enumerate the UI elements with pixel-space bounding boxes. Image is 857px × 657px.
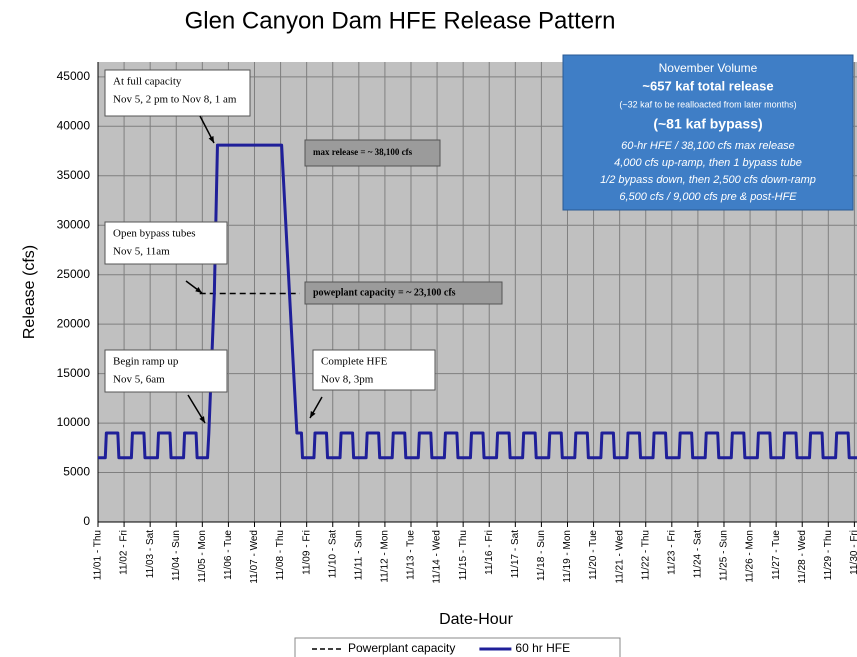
info-text: (~32 kaf to be realloacted from later mo… [619,99,796,109]
annotation-text: max release = ~ 38,100 cfs [313,147,413,157]
x-tick-label: 11/13 - Tue [406,530,417,580]
annotation-text: Nov 8, 3pm [321,374,374,386]
x-tick-label: 11/16 - Fri [484,530,495,575]
y-tick-label: 45000 [57,69,91,83]
y-tick-label: 25000 [57,267,91,281]
x-tick-label: 11/07 - Wed [249,530,260,584]
annotation-box [104,221,228,265]
x-tick-label: 11/06 - Tue [223,530,234,580]
x-tick-label: 11/24 - Sat [693,530,704,578]
x-tick-label: 11/10 - Sat [327,530,338,578]
x-tick-label: 11/08 - Thu [275,530,286,580]
y-tick-label: 30000 [57,217,91,231]
series-line [98,143,857,460]
x-tick-label: 11/12 - Mon [380,530,391,583]
legend-box [294,637,621,657]
x-tick-label: 11/14 - Wed [432,530,443,584]
x-tick-label: 11/29 - Thu [823,530,834,580]
y-tick-label: 40000 [57,118,91,132]
x-tick-label: 11/21 - Wed [614,530,625,584]
annotation-box [304,139,441,167]
annotation-text: Nov 5, 2 pm to Nov 8, 1 am [113,94,237,106]
x-tick-label: 11/15 - Thu [458,530,469,580]
info-text: 60-hr HFE / 38,100 cfs max release [621,140,795,152]
x-tick-label: 11/02 - Fri [119,530,130,575]
legend-label: 60 hr HFE [515,641,570,655]
x-tick-label: 11/17 - Sat [510,530,521,578]
info-text: ~657 kaf total release [642,78,773,93]
x-tick-label: 11/26 - Mon [745,530,756,583]
x-tick-label: 11/22 - Thu [640,530,651,580]
x-tick-label: 11/30 - Fri [849,530,857,575]
x-tick-label: 11/27 - Tue [771,530,782,580]
x-tick-label: 11/23 - Fri [666,530,677,575]
info-box [562,54,854,211]
annotation-box [104,69,251,117]
x-tick-label: 11/01 - Thu [93,530,104,580]
x-tick-label: 11/25 - Sun [719,530,730,581]
info-text: 4,000 cfs up-ramp, then 1 bypass tube [614,157,802,169]
y-axis-title: Release (cfs) [21,245,38,339]
legend-label: Powerplant capacity [348,641,455,655]
chart-title: Glen Canyon Dam HFE Release Pattern [185,7,616,34]
annotation-text: Begin ramp up [113,356,179,368]
y-tick-label: 10000 [57,415,91,429]
y-tick-label: 15000 [57,366,91,380]
annotation-text: At full capacity [113,76,182,88]
x-tick-label: 11/09 - Fri [301,530,312,575]
y-tick-label: 5000 [63,465,90,479]
annotation-text: poweplant capacity = ~ 23,100 cfs [313,287,456,298]
info-text: (~81 kaf bypass) [653,116,762,132]
x-tick-label: 11/05 - Mon [197,530,208,583]
info-text: 6,500 cfs / 9,000 cfs pre & post-HFE [619,191,797,203]
arrow-head [195,286,202,293]
y-tick-label: 35000 [57,168,91,182]
info-text: November Volume [659,61,758,75]
x-tick-label: 11/11 - Sun [353,530,364,580]
annotation-text: Complete HFE [321,356,388,368]
x-tick-label: 11/19 - Mon [562,530,573,583]
x-tick-label: 11/03 - Sat [145,530,156,578]
x-tick-label: 11/28 - Wed [797,530,808,584]
annotation-text: Open bypass tubes [113,228,196,240]
x-tick-label: 11/20 - Tue [588,530,599,580]
x-tick-label: 11/04 - Sun [171,530,182,581]
annotation-box [312,349,436,391]
arrow-head [199,416,205,423]
annotation-text: Nov 5, 6am [113,374,165,386]
x-axis-title: Date-Hour [439,611,513,628]
annotation-box [104,349,228,393]
annotation-text: Nov 5, 11am [113,246,170,258]
arrow-head [310,411,316,418]
y-tick-label: 20000 [57,316,91,330]
arrow-head [208,136,214,143]
info-text: 1/2 bypass down, then 2,500 cfs down-ram… [600,174,816,186]
x-tick-label: 11/18 - Sun [536,530,547,581]
annotation-box [304,281,503,305]
y-tick-label: 0 [83,514,90,528]
